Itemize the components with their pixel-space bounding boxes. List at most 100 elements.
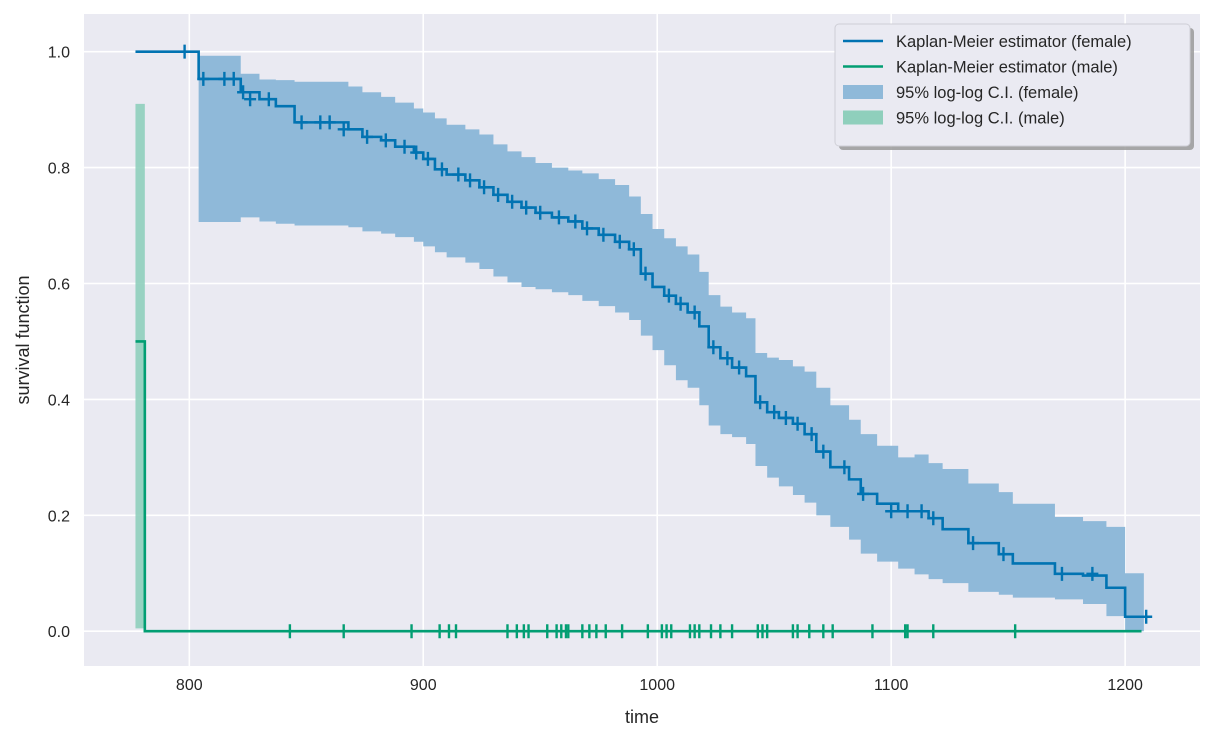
censor-mark-female bbox=[1086, 566, 1099, 581]
censor-mark-female bbox=[435, 162, 448, 177]
y-tick-label: 0.8 bbox=[48, 161, 70, 178]
y-axis-title: survival function bbox=[13, 275, 33, 404]
y-tick-label: 0.6 bbox=[48, 276, 70, 293]
censor-mark-female bbox=[779, 410, 792, 425]
censor-mark-female bbox=[754, 395, 767, 410]
censor-mark-female bbox=[262, 92, 275, 107]
censor-mark-female bbox=[721, 351, 734, 366]
confidence-bands bbox=[135, 51, 1144, 632]
x-axis-title: time bbox=[625, 707, 659, 727]
censor-mark-male bbox=[803, 624, 816, 639]
x-tick-label: 900 bbox=[410, 677, 437, 694]
censor-mark-female bbox=[613, 234, 626, 249]
censor-mark-female bbox=[805, 427, 818, 442]
censor-mark-female bbox=[534, 205, 547, 220]
censor-mark-female bbox=[1055, 566, 1068, 581]
censor-mark-female bbox=[791, 416, 804, 431]
censor-mark-female bbox=[379, 133, 392, 148]
censor-mark-male bbox=[522, 624, 535, 639]
censor-mark-male bbox=[405, 624, 418, 639]
censor-mark-female bbox=[452, 167, 465, 182]
censor-mark-female bbox=[838, 460, 851, 475]
censor-mark-female bbox=[464, 173, 477, 188]
y-tick-label: 0.0 bbox=[48, 624, 70, 641]
censor-mark-female bbox=[227, 71, 240, 86]
censor-mark-female bbox=[997, 547, 1010, 562]
censor-mark-female bbox=[768, 405, 781, 420]
censor-mark-female bbox=[674, 296, 687, 311]
legend-box bbox=[834, 23, 1191, 147]
censor-mark-female bbox=[733, 360, 746, 375]
legend-label-male: Kaplan-Meier estimator (male) bbox=[896, 59, 1118, 77]
ci-band-female bbox=[135, 51, 1144, 632]
censor-mark-female bbox=[410, 145, 423, 160]
censor-mark-male bbox=[901, 624, 914, 639]
censor-mark-female bbox=[901, 504, 914, 519]
x-tick-label: 800 bbox=[176, 677, 203, 694]
censor-mark-female bbox=[492, 187, 505, 202]
y-tick-label: 0.2 bbox=[48, 508, 70, 525]
censor-mark-female bbox=[857, 486, 870, 501]
censor-mark-female bbox=[581, 221, 594, 236]
legend-swatch-male_ci bbox=[843, 110, 883, 125]
censor-mark-female bbox=[478, 180, 491, 195]
legend-swatch-female_ci bbox=[843, 85, 883, 99]
censor-mark-female bbox=[197, 71, 210, 86]
y-tick-label: 0.4 bbox=[48, 392, 70, 409]
censor-mark-male bbox=[761, 624, 774, 639]
legend-label-female_ci: 95% log-log C.I. (female) bbox=[896, 84, 1079, 102]
censor-mark-female bbox=[627, 242, 640, 257]
censor-mark-female bbox=[569, 214, 582, 229]
censor-mark-female bbox=[337, 122, 350, 137]
censor-mark-male bbox=[1009, 624, 1022, 639]
censor-mark-male bbox=[599, 624, 612, 639]
censor-mark-female bbox=[1140, 609, 1153, 624]
censor-mark-female bbox=[237, 85, 250, 100]
censor-mark-female bbox=[520, 200, 533, 215]
censor-mark-female bbox=[398, 139, 411, 154]
censor-mark-male bbox=[337, 624, 350, 639]
censor-mark-male bbox=[791, 624, 804, 639]
censor-mark-female bbox=[506, 194, 519, 209]
censor-mark-male bbox=[826, 624, 839, 639]
censor-mark-female bbox=[361, 129, 374, 144]
censor-mark-male bbox=[616, 624, 629, 639]
censor-mark-male bbox=[641, 624, 654, 639]
censor-marks bbox=[178, 44, 1153, 639]
censor-mark-male bbox=[927, 624, 940, 639]
censor-mark-female bbox=[967, 536, 980, 551]
censor-mark-female bbox=[421, 151, 434, 166]
y-tick-labels: 0.0 0.2 0.4 0.6 0.8 1.0 bbox=[48, 45, 70, 642]
x-tick-label: 1100 bbox=[874, 677, 909, 694]
censor-mark-male bbox=[693, 624, 706, 639]
legend: Kaplan-Meier estimator (female) Kaplan-Me… bbox=[834, 23, 1194, 150]
legend-label-male_ci: 95% log-log C.I. (male) bbox=[896, 110, 1065, 128]
censor-mark-female bbox=[178, 44, 191, 59]
censor-mark-female bbox=[295, 115, 308, 130]
censor-mark-female bbox=[817, 444, 830, 459]
censor-mark-male bbox=[714, 624, 727, 639]
censor-mark-female bbox=[927, 511, 940, 526]
censor-mark-male bbox=[665, 624, 678, 639]
censor-mark-female bbox=[597, 227, 610, 242]
censor-mark-male bbox=[450, 624, 462, 639]
censor-mark-female bbox=[885, 504, 898, 519]
censor-mark-female bbox=[688, 305, 701, 320]
censor-mark-female bbox=[552, 210, 565, 225]
x-tick-label: 1000 bbox=[639, 677, 675, 694]
x-tick-labels: 800 900 1000 1100 1200 bbox=[176, 677, 1143, 694]
censor-mark-female bbox=[915, 504, 928, 519]
censor-mark-male bbox=[283, 624, 296, 639]
censor-mark-female bbox=[662, 288, 675, 303]
legend-label-female: Kaplan-Meier estimator (female) bbox=[896, 33, 1132, 51]
censor-mark-male bbox=[866, 624, 879, 639]
censor-mark-male bbox=[562, 624, 575, 639]
censor-mark-female bbox=[244, 92, 257, 107]
censor-mark-female bbox=[707, 340, 720, 355]
y-tick-label: 1.0 bbox=[48, 45, 70, 62]
censor-mark-female bbox=[323, 115, 336, 130]
x-tick-label: 1200 bbox=[1107, 677, 1143, 694]
censor-mark-male bbox=[726, 624, 739, 639]
